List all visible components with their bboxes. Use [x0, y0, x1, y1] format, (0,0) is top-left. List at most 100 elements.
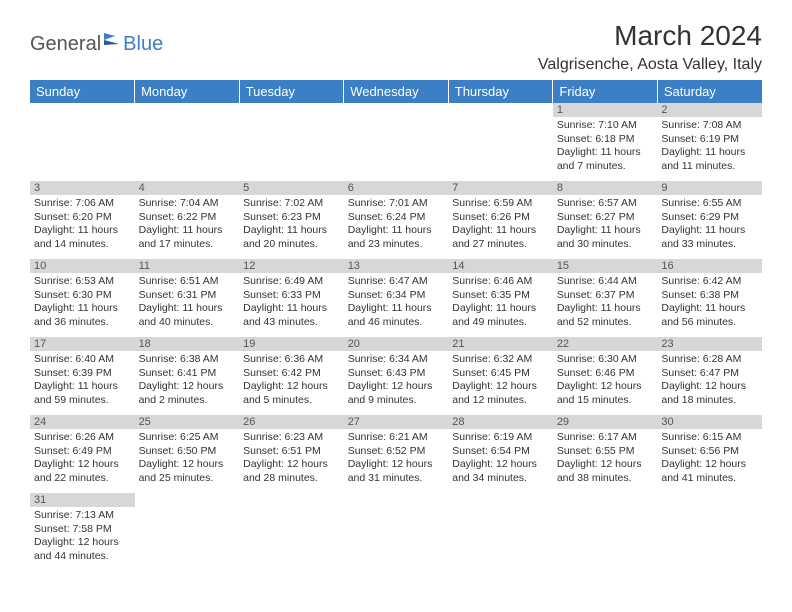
day-content: Sunrise: 6:25 AMSunset: 6:50 PMDaylight:… — [135, 429, 240, 488]
day-line-daylight2: and 27 minutes. — [452, 238, 549, 252]
day-line-daylight2: and 11 minutes. — [661, 160, 758, 174]
day-content: Sunrise: 7:04 AMSunset: 6:22 PMDaylight:… — [135, 195, 240, 254]
calendar-cell: 30Sunrise: 6:15 AMSunset: 6:56 PMDayligh… — [657, 415, 762, 493]
calendar-cell: 19Sunrise: 6:36 AMSunset: 6:42 PMDayligh… — [239, 337, 344, 415]
calendar-cell: 3Sunrise: 7:06 AMSunset: 6:20 PMDaylight… — [30, 181, 135, 259]
month-title: March 2024 — [538, 20, 762, 52]
calendar-cell: 13Sunrise: 6:47 AMSunset: 6:34 PMDayligh… — [344, 259, 449, 337]
day-number: 29 — [553, 415, 658, 429]
day-line-daylight2: and 17 minutes. — [139, 238, 236, 252]
day-content: Sunrise: 7:13 AMSunset: 7:58 PMDaylight:… — [30, 507, 135, 566]
day-content: Sunrise: 6:36 AMSunset: 6:42 PMDaylight:… — [239, 351, 344, 410]
calendar-cell: 14Sunrise: 6:46 AMSunset: 6:35 PMDayligh… — [448, 259, 553, 337]
day-line-daylight2: and 20 minutes. — [243, 238, 340, 252]
calendar-cell: 15Sunrise: 6:44 AMSunset: 6:37 PMDayligh… — [553, 259, 658, 337]
day-line-daylight1: Daylight: 12 hours — [661, 380, 758, 394]
day-number: 1 — [553, 103, 658, 117]
day-line-sunrise: Sunrise: 6:38 AM — [139, 353, 236, 367]
calendar-cell — [30, 103, 135, 181]
calendar-cell: 7Sunrise: 6:59 AMSunset: 6:26 PMDaylight… — [448, 181, 553, 259]
day-number: 3 — [30, 181, 135, 195]
day-line-sunrise: Sunrise: 6:59 AM — [452, 197, 549, 211]
day-line-sunset: Sunset: 6:45 PM — [452, 367, 549, 381]
day-content: Sunrise: 6:30 AMSunset: 6:46 PMDaylight:… — [553, 351, 658, 410]
calendar-cell: 23Sunrise: 6:28 AMSunset: 6:47 PMDayligh… — [657, 337, 762, 415]
day-line-daylight2: and 56 minutes. — [661, 316, 758, 330]
day-content: Sunrise: 6:26 AMSunset: 6:49 PMDaylight:… — [30, 429, 135, 488]
day-number: 11 — [135, 259, 240, 273]
day-line-sunrise: Sunrise: 6:32 AM — [452, 353, 549, 367]
day-line-sunset: Sunset: 6:31 PM — [139, 289, 236, 303]
day-line-sunrise: Sunrise: 6:51 AM — [139, 275, 236, 289]
calendar-cell: 28Sunrise: 6:19 AMSunset: 6:54 PMDayligh… — [448, 415, 553, 493]
day-line-sunrise: Sunrise: 6:34 AM — [348, 353, 445, 367]
calendar-cell: 18Sunrise: 6:38 AMSunset: 6:41 PMDayligh… — [135, 337, 240, 415]
calendar-cell — [448, 493, 553, 571]
calendar-cell: 27Sunrise: 6:21 AMSunset: 6:52 PMDayligh… — [344, 415, 449, 493]
day-line-sunrise: Sunrise: 7:01 AM — [348, 197, 445, 211]
day-line-sunset: Sunset: 6:47 PM — [661, 367, 758, 381]
day-line-sunset: Sunset: 6:46 PM — [557, 367, 654, 381]
day-line-sunrise: Sunrise: 6:47 AM — [348, 275, 445, 289]
calendar-cell: 24Sunrise: 6:26 AMSunset: 6:49 PMDayligh… — [30, 415, 135, 493]
calendar-cell: 25Sunrise: 6:25 AMSunset: 6:50 PMDayligh… — [135, 415, 240, 493]
day-line-sunset: Sunset: 6:19 PM — [661, 133, 758, 147]
day-line-daylight1: Daylight: 11 hours — [34, 380, 131, 394]
day-line-daylight2: and 30 minutes. — [557, 238, 654, 252]
day-content: Sunrise: 6:49 AMSunset: 6:33 PMDaylight:… — [239, 273, 344, 332]
day-line-sunset: Sunset: 6:41 PM — [139, 367, 236, 381]
logo-text-blue: Blue — [123, 33, 163, 56]
day-line-sunset: Sunset: 6:23 PM — [243, 211, 340, 225]
day-line-daylight2: and 34 minutes. — [452, 472, 549, 486]
day-line-sunset: Sunset: 6:56 PM — [661, 445, 758, 459]
day-content: Sunrise: 6:51 AMSunset: 6:31 PMDaylight:… — [135, 273, 240, 332]
weekday-header: Thursday — [448, 80, 553, 103]
day-content: Sunrise: 6:34 AMSunset: 6:43 PMDaylight:… — [344, 351, 449, 410]
day-line-sunset: Sunset: 6:27 PM — [557, 211, 654, 225]
day-content: Sunrise: 7:01 AMSunset: 6:24 PMDaylight:… — [344, 195, 449, 254]
day-line-sunrise: Sunrise: 6:55 AM — [661, 197, 758, 211]
day-number: 31 — [30, 493, 135, 507]
calendar-cell — [344, 103, 449, 181]
day-number: 5 — [239, 181, 344, 195]
day-line-daylight1: Daylight: 12 hours — [34, 536, 131, 550]
day-line-sunset: Sunset: 6:42 PM — [243, 367, 340, 381]
day-line-daylight2: and 59 minutes. — [34, 394, 131, 408]
day-line-daylight2: and 41 minutes. — [661, 472, 758, 486]
calendar-cell: 2Sunrise: 7:08 AMSunset: 6:19 PMDaylight… — [657, 103, 762, 181]
calendar-cell — [553, 493, 658, 571]
day-line-daylight2: and 44 minutes. — [34, 550, 131, 564]
day-content: Sunrise: 6:28 AMSunset: 6:47 PMDaylight:… — [657, 351, 762, 410]
day-line-sunrise: Sunrise: 6:17 AM — [557, 431, 654, 445]
day-line-sunrise: Sunrise: 6:15 AM — [661, 431, 758, 445]
day-line-sunset: Sunset: 6:29 PM — [661, 211, 758, 225]
calendar-cell — [239, 103, 344, 181]
calendar-row: 31Sunrise: 7:13 AMSunset: 7:58 PMDayligh… — [30, 493, 762, 571]
day-line-daylight1: Daylight: 12 hours — [557, 458, 654, 472]
day-line-daylight1: Daylight: 12 hours — [243, 380, 340, 394]
weekday-header: Friday — [553, 80, 658, 103]
day-line-daylight1: Daylight: 12 hours — [452, 458, 549, 472]
day-content: Sunrise: 7:10 AMSunset: 6:18 PMDaylight:… — [553, 117, 658, 176]
day-line-daylight1: Daylight: 11 hours — [243, 224, 340, 238]
calendar-cell — [657, 493, 762, 571]
day-number: 10 — [30, 259, 135, 273]
day-line-sunset: Sunset: 6:50 PM — [139, 445, 236, 459]
day-line-daylight1: Daylight: 12 hours — [139, 380, 236, 394]
day-line-sunset: Sunset: 6:24 PM — [348, 211, 445, 225]
title-block: March 2024 Valgrisenche, Aosta Valley, I… — [538, 20, 762, 74]
day-line-sunrise: Sunrise: 7:08 AM — [661, 119, 758, 133]
day-number: 7 — [448, 181, 553, 195]
day-line-sunset: Sunset: 6:38 PM — [661, 289, 758, 303]
day-line-daylight1: Daylight: 12 hours — [661, 458, 758, 472]
calendar-cell — [135, 493, 240, 571]
day-line-sunset: Sunset: 6:54 PM — [452, 445, 549, 459]
day-line-daylight2: and 23 minutes. — [348, 238, 445, 252]
day-content: Sunrise: 6:44 AMSunset: 6:37 PMDaylight:… — [553, 273, 658, 332]
day-line-daylight2: and 7 minutes. — [557, 160, 654, 174]
day-line-daylight2: and 9 minutes. — [348, 394, 445, 408]
day-line-sunset: Sunset: 6:33 PM — [243, 289, 340, 303]
calendar-row: 24Sunrise: 6:26 AMSunset: 6:49 PMDayligh… — [30, 415, 762, 493]
calendar-cell: 17Sunrise: 6:40 AMSunset: 6:39 PMDayligh… — [30, 337, 135, 415]
day-number: 17 — [30, 337, 135, 351]
